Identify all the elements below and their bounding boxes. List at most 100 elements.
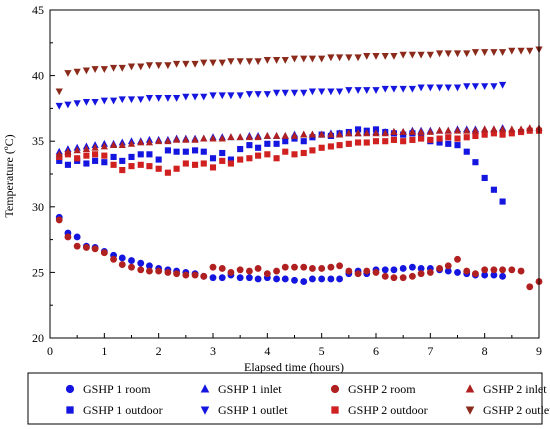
- legend-label: GSHP 2 inlet: [483, 382, 547, 396]
- data-point: [245, 91, 254, 98]
- data-point: [436, 265, 443, 272]
- data-point: [400, 138, 407, 145]
- data-point: [308, 55, 317, 63]
- data-point: [363, 139, 370, 146]
- data-point: [300, 263, 308, 271]
- data-point: [263, 270, 271, 278]
- data-point: [237, 156, 244, 163]
- data-point: [236, 133, 244, 141]
- data-point: [490, 83, 498, 91]
- data-point: [82, 145, 91, 152]
- data-point: [272, 56, 281, 64]
- data-point: [164, 137, 172, 145]
- data-point: [390, 53, 398, 60]
- data-point: [182, 160, 189, 167]
- data-point: [128, 163, 135, 170]
- x-tick-label: 0: [47, 344, 53, 358]
- data-point: [56, 157, 63, 164]
- data-point: [427, 136, 434, 143]
- data-point: [453, 126, 462, 134]
- data-point: [309, 147, 316, 154]
- data-point: [209, 59, 217, 67]
- data-point: [335, 130, 344, 138]
- data-point: [318, 55, 326, 63]
- data-point: [218, 92, 226, 100]
- data-point: [236, 274, 244, 282]
- data-point: [345, 129, 353, 137]
- data-point: [481, 271, 489, 279]
- data-point: [164, 95, 172, 102]
- data-point: [526, 47, 534, 55]
- series-gshp-1-outlet: [55, 81, 507, 110]
- data-point: [255, 152, 262, 159]
- data-point: [363, 87, 371, 94]
- data-point: [463, 126, 471, 134]
- data-point: [182, 93, 190, 101]
- series-gshp-2-outdoor: [56, 127, 543, 176]
- data-point: [127, 96, 136, 104]
- data-point: [354, 54, 362, 62]
- data-point: [372, 87, 380, 94]
- data-point: [273, 275, 280, 283]
- data-point: [118, 141, 126, 149]
- legend-entry: GSHP 2 room: [330, 382, 416, 396]
- data-point: [481, 49, 489, 56]
- data-point: [119, 167, 126, 174]
- data-point: [218, 59, 226, 67]
- data-point: [345, 54, 353, 62]
- data-point: [245, 58, 254, 66]
- data-point: [209, 263, 217, 271]
- data-point: [227, 133, 235, 141]
- data-point: [245, 267, 253, 275]
- data-point: [146, 262, 153, 270]
- data-point: [191, 60, 199, 68]
- legend-marker: [465, 384, 475, 393]
- data-point: [281, 131, 289, 139]
- data-point: [417, 265, 425, 272]
- data-point: [64, 101, 72, 109]
- data-point: [327, 263, 335, 271]
- data-point: [490, 266, 498, 274]
- data-point: [381, 85, 389, 93]
- data-point: [300, 149, 307, 157]
- x-tick-label: 2: [156, 344, 162, 358]
- legend-label: GSHP 1 outdoor: [83, 403, 163, 417]
- data-point: [227, 58, 235, 66]
- data-point: [300, 278, 308, 286]
- data-point: [390, 128, 398, 135]
- data-point: [209, 155, 217, 162]
- data-point: [172, 60, 181, 68]
- data-point: [128, 263, 135, 271]
- data-point: [399, 85, 407, 93]
- data-point: [155, 95, 163, 102]
- data-point: [481, 174, 488, 181]
- data-point: [227, 92, 235, 100]
- data-point: [444, 262, 452, 270]
- data-point: [318, 265, 326, 272]
- data-point: [254, 58, 262, 66]
- legend-marker: [465, 406, 475, 415]
- legend-label: GSHP 1 room: [83, 382, 151, 396]
- data-point: [327, 54, 335, 62]
- data-point: [508, 125, 516, 133]
- legend-marker: [200, 406, 210, 415]
- data-point: [73, 242, 81, 250]
- data-point: [308, 88, 317, 96]
- data-point: [137, 266, 145, 274]
- data-point: [281, 263, 289, 271]
- data-point: [164, 62, 172, 70]
- x-tick-label: 9: [536, 344, 542, 358]
- data-point: [408, 128, 417, 135]
- data-point: [499, 131, 506, 138]
- data-point: [282, 148, 289, 155]
- data-point: [381, 53, 389, 60]
- data-point: [119, 157, 126, 164]
- data-point: [73, 233, 81, 241]
- data-point: [309, 275, 316, 283]
- data-point: [173, 270, 181, 278]
- data-point: [363, 53, 371, 60]
- data-point: [481, 131, 488, 138]
- data-point: [137, 138, 145, 146]
